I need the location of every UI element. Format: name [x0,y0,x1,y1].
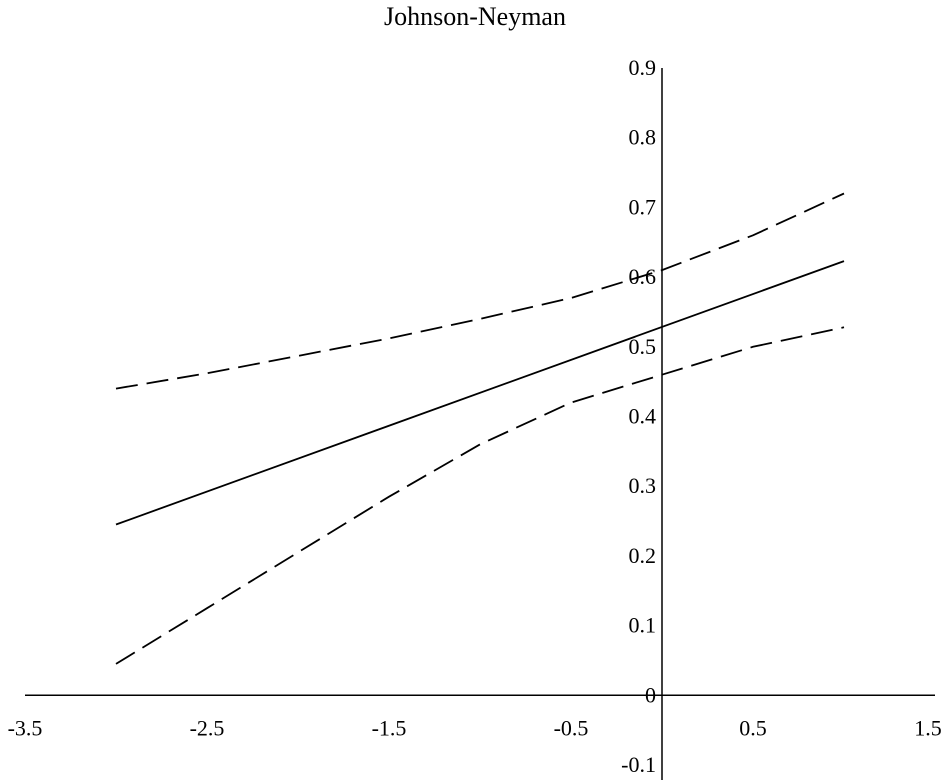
y-tick-label: 0.2 [629,543,657,568]
dashed-series-line-2 [115,326,845,665]
axes-layer [25,68,935,780]
x-tick-label: 0.5 [739,715,767,740]
y-tick-label: 0.7 [629,194,657,219]
y-tick-label: 0.9 [629,55,657,80]
y-tick-label: 0.1 [629,613,657,638]
x-tick-label: -3.5 [8,715,43,740]
y-tick-label: 0.4 [629,404,657,429]
x-tick-label: -1.5 [372,715,407,740]
dashed-series-line-0 [115,192,845,390]
series-layer [115,192,845,665]
y-tick-label: -0.1 [621,752,656,777]
x-tick-label: 1.5 [914,715,942,740]
x-tick-label: -2.5 [190,715,225,740]
y-tick-label: 0 [645,682,656,707]
x-tick-label: -0.5 [554,715,589,740]
tick-labels-layer: -3.5 -2.5 -1.5 -0.5 0.5 1.5 -0.1 0 0.1 0.2 0.3 0.4 0… [8,55,942,777]
y-tick-label: 0.3 [629,473,657,498]
y-tick-label: 0.8 [629,125,657,150]
chart-title: Johnson-Neyman [384,2,566,31]
solid-series-line-1 [115,260,845,526]
